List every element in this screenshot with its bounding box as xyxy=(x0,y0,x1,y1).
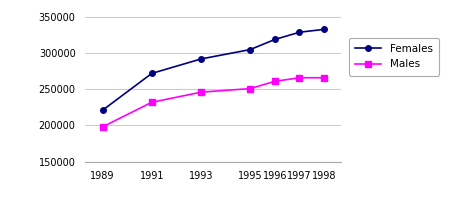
Females xyxy=(198,58,204,60)
Males xyxy=(149,101,155,103)
Females xyxy=(149,72,155,75)
Line: Males: Males xyxy=(100,75,327,130)
Males xyxy=(100,126,105,128)
Females xyxy=(297,31,302,33)
Males xyxy=(272,80,278,83)
Females xyxy=(272,38,278,41)
Line: Females: Females xyxy=(100,27,327,113)
Males xyxy=(321,77,327,79)
Males xyxy=(247,87,253,90)
Females xyxy=(247,48,253,51)
Males xyxy=(297,77,302,79)
Females xyxy=(100,109,105,112)
Males xyxy=(198,91,204,93)
Females xyxy=(321,28,327,31)
Legend: Females, Males: Females, Males xyxy=(349,38,439,75)
